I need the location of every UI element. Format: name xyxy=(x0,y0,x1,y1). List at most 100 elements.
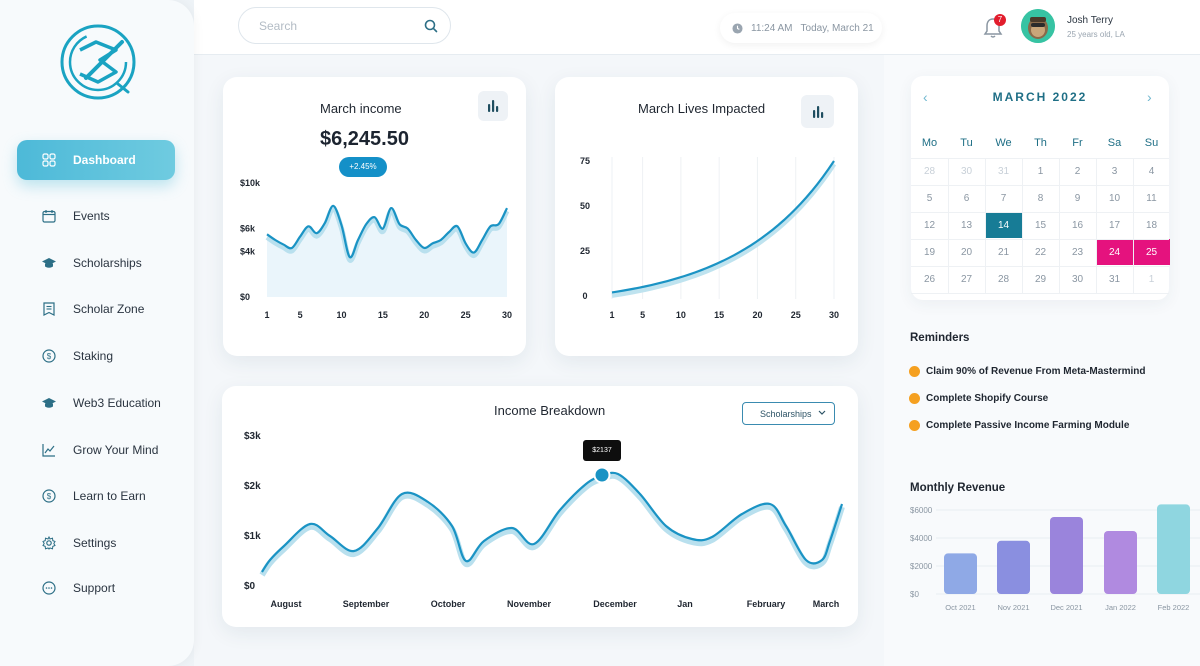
x-tick-label: 20 xyxy=(419,310,429,320)
calendar-day[interactable]: 31 xyxy=(997,165,1010,177)
y-tick-label: 50 xyxy=(580,201,590,211)
x-tick-label: November xyxy=(507,599,552,609)
sidebar-item-events[interactable]: Events xyxy=(17,196,175,236)
y-tick-label: $10k xyxy=(240,178,261,188)
calendar: ‹ MARCH 2022 › Mo Tu We Th Fr Sa Su 28 30 31 1 2 3 4 5… xyxy=(911,76,1170,300)
sidebar-item-scholar-zone[interactable]: Scholar Zone xyxy=(17,289,175,329)
day-of-week: Fr xyxy=(1072,137,1083,149)
calendar-day[interactable]: 9 xyxy=(1074,192,1081,204)
chevron-down-icon xyxy=(818,410,826,415)
calendar-day[interactable]: 6 xyxy=(963,192,970,204)
search-icon[interactable] xyxy=(424,19,438,33)
search-box[interactable] xyxy=(238,7,451,44)
day-of-week: Mo xyxy=(921,137,938,149)
calendar-grid-line xyxy=(911,266,1169,267)
calendar-day[interactable]: 8 xyxy=(1037,192,1044,204)
calendar-day[interactable]: 7 xyxy=(1000,192,1007,204)
breakdown-line xyxy=(261,471,844,573)
sidebar-item-web3-education[interactable]: Web3 Education xyxy=(17,383,175,423)
calendar-grid-line xyxy=(911,185,1169,186)
calendar-day[interactable]: 19 xyxy=(923,246,936,258)
calendar-day[interactable]: 1 xyxy=(1148,273,1155,285)
sidebar-item-scholarships[interactable]: Scholarships xyxy=(17,243,175,283)
lives-line xyxy=(611,160,835,294)
calendar-day[interactable]: 18 xyxy=(1145,219,1158,231)
sidebar-item-support[interactable]: Support xyxy=(17,568,175,608)
y-tick-label: $6k xyxy=(240,224,256,234)
sidebar-item-staking[interactable]: $ Staking xyxy=(17,336,175,376)
reminder-item[interactable]: Complete Shopify Course xyxy=(909,393,1048,404)
calendar-day[interactable]: 5 xyxy=(926,192,933,204)
calendar-day[interactable]: 1 xyxy=(1037,165,1044,177)
search-input[interactable] xyxy=(259,18,424,33)
calendar-day[interactable]: 31 xyxy=(1108,273,1121,285)
income-card: March income $6,245.50 +2.45% $0 $4k $6k $1… xyxy=(223,77,526,356)
calendar-day[interactable]: 13 xyxy=(960,219,973,231)
revenue-bar xyxy=(1050,517,1083,594)
y-tick-label: $2000 xyxy=(910,562,933,571)
chevron-left-icon[interactable]: ‹ xyxy=(923,89,928,105)
y-tick-label: $1k xyxy=(244,531,261,542)
calendar-day[interactable]: 26 xyxy=(923,273,936,285)
calendar-day[interactable]: 28 xyxy=(997,273,1010,285)
sidebar-item-settings[interactable]: Settings xyxy=(17,523,175,563)
sidebar-item-learn-to-earn[interactable]: $ Learn to Earn xyxy=(17,476,175,516)
calendar-day[interactable]: 4 xyxy=(1148,165,1155,177)
calendar-day[interactable]: 25 xyxy=(1133,239,1170,265)
calendar-day[interactable]: 27 xyxy=(960,273,973,285)
income-value: $6,245.50 xyxy=(320,128,409,150)
calendar-day[interactable]: 20 xyxy=(960,246,973,258)
calendar-day[interactable]: 10 xyxy=(1108,192,1121,204)
x-tick-label: 1 xyxy=(264,310,269,320)
reminder-dot xyxy=(909,420,920,431)
calendar-day[interactable]: 11 xyxy=(1146,192,1157,204)
clock-icon xyxy=(732,22,743,34)
chart-toggle-button[interactable] xyxy=(801,95,834,128)
sidebar-item-label: Learn to Earn xyxy=(73,489,146,503)
calendar-day[interactable]: 23 xyxy=(1071,246,1084,258)
calendar-day[interactable]: 30 xyxy=(1071,273,1084,285)
reminder-item[interactable]: Complete Passive Income Farming Module xyxy=(909,420,1129,431)
calendar-day[interactable]: 17 xyxy=(1108,219,1121,231)
day-of-week: Tu xyxy=(960,137,973,149)
chat-bubble-icon xyxy=(41,580,57,596)
reminder-dot xyxy=(909,393,920,404)
calendar-day[interactable]: 3 xyxy=(1111,165,1118,177)
y-tick-label: $6000 xyxy=(910,506,933,515)
calendar-grid-line xyxy=(1133,158,1134,293)
calendar-day[interactable]: 28 xyxy=(923,165,936,177)
calendar-month: MARCH 2022 xyxy=(992,90,1088,104)
day-of-week: We xyxy=(995,137,1012,149)
sidebar-item-grow-your-mind[interactable]: Grow Your Mind xyxy=(17,430,175,470)
sidebar-item-label: Staking xyxy=(73,349,114,363)
calendar-day[interactable]: 15 xyxy=(1034,219,1047,231)
calendar-day[interactable]: 16 xyxy=(1071,219,1084,231)
calendar-day[interactable]: 22 xyxy=(1034,246,1047,258)
revenue-bar xyxy=(944,553,977,594)
calendar-day[interactable]: 29 xyxy=(1034,273,1047,285)
calendar-day[interactable]: 30 xyxy=(960,165,973,177)
y-tick-label: 25 xyxy=(580,246,590,256)
calendar-grid-line xyxy=(985,158,986,293)
x-tick-label: Jan xyxy=(677,599,693,609)
avatar[interactable] xyxy=(1021,9,1055,43)
calendar-day[interactable]: 12 xyxy=(923,219,936,231)
calendar-day[interactable]: 21 xyxy=(997,246,1010,258)
calendar-day[interactable]: 24 xyxy=(1096,239,1133,265)
breakdown-chart: $0 $1k $2k $3k August September October Novembe… xyxy=(244,431,845,609)
y-tick-label: $4k xyxy=(240,246,256,256)
category-dropdown[interactable]: Scholarships xyxy=(742,402,835,425)
income-area xyxy=(267,205,507,297)
calendar-day[interactable]: 14 xyxy=(985,212,1022,238)
day-of-week: Sa xyxy=(1107,137,1122,149)
calendar-grid-line xyxy=(911,158,1169,159)
calendar-day[interactable]: 2 xyxy=(1074,165,1081,177)
reminder-item[interactable]: Claim 90% of Revenue From Meta-Mastermin… xyxy=(909,366,1146,377)
chevron-right-icon[interactable]: › xyxy=(1147,89,1152,105)
x-tick-label: Dec 2021 xyxy=(1050,603,1082,612)
chart-toggle-button[interactable] xyxy=(478,91,508,121)
x-tick-label: 20 xyxy=(752,310,762,320)
y-tick-label: $4000 xyxy=(910,534,933,543)
sidebar-item-dashboard[interactable]: Dashboard xyxy=(17,140,175,180)
x-tick-label: 10 xyxy=(336,310,346,320)
